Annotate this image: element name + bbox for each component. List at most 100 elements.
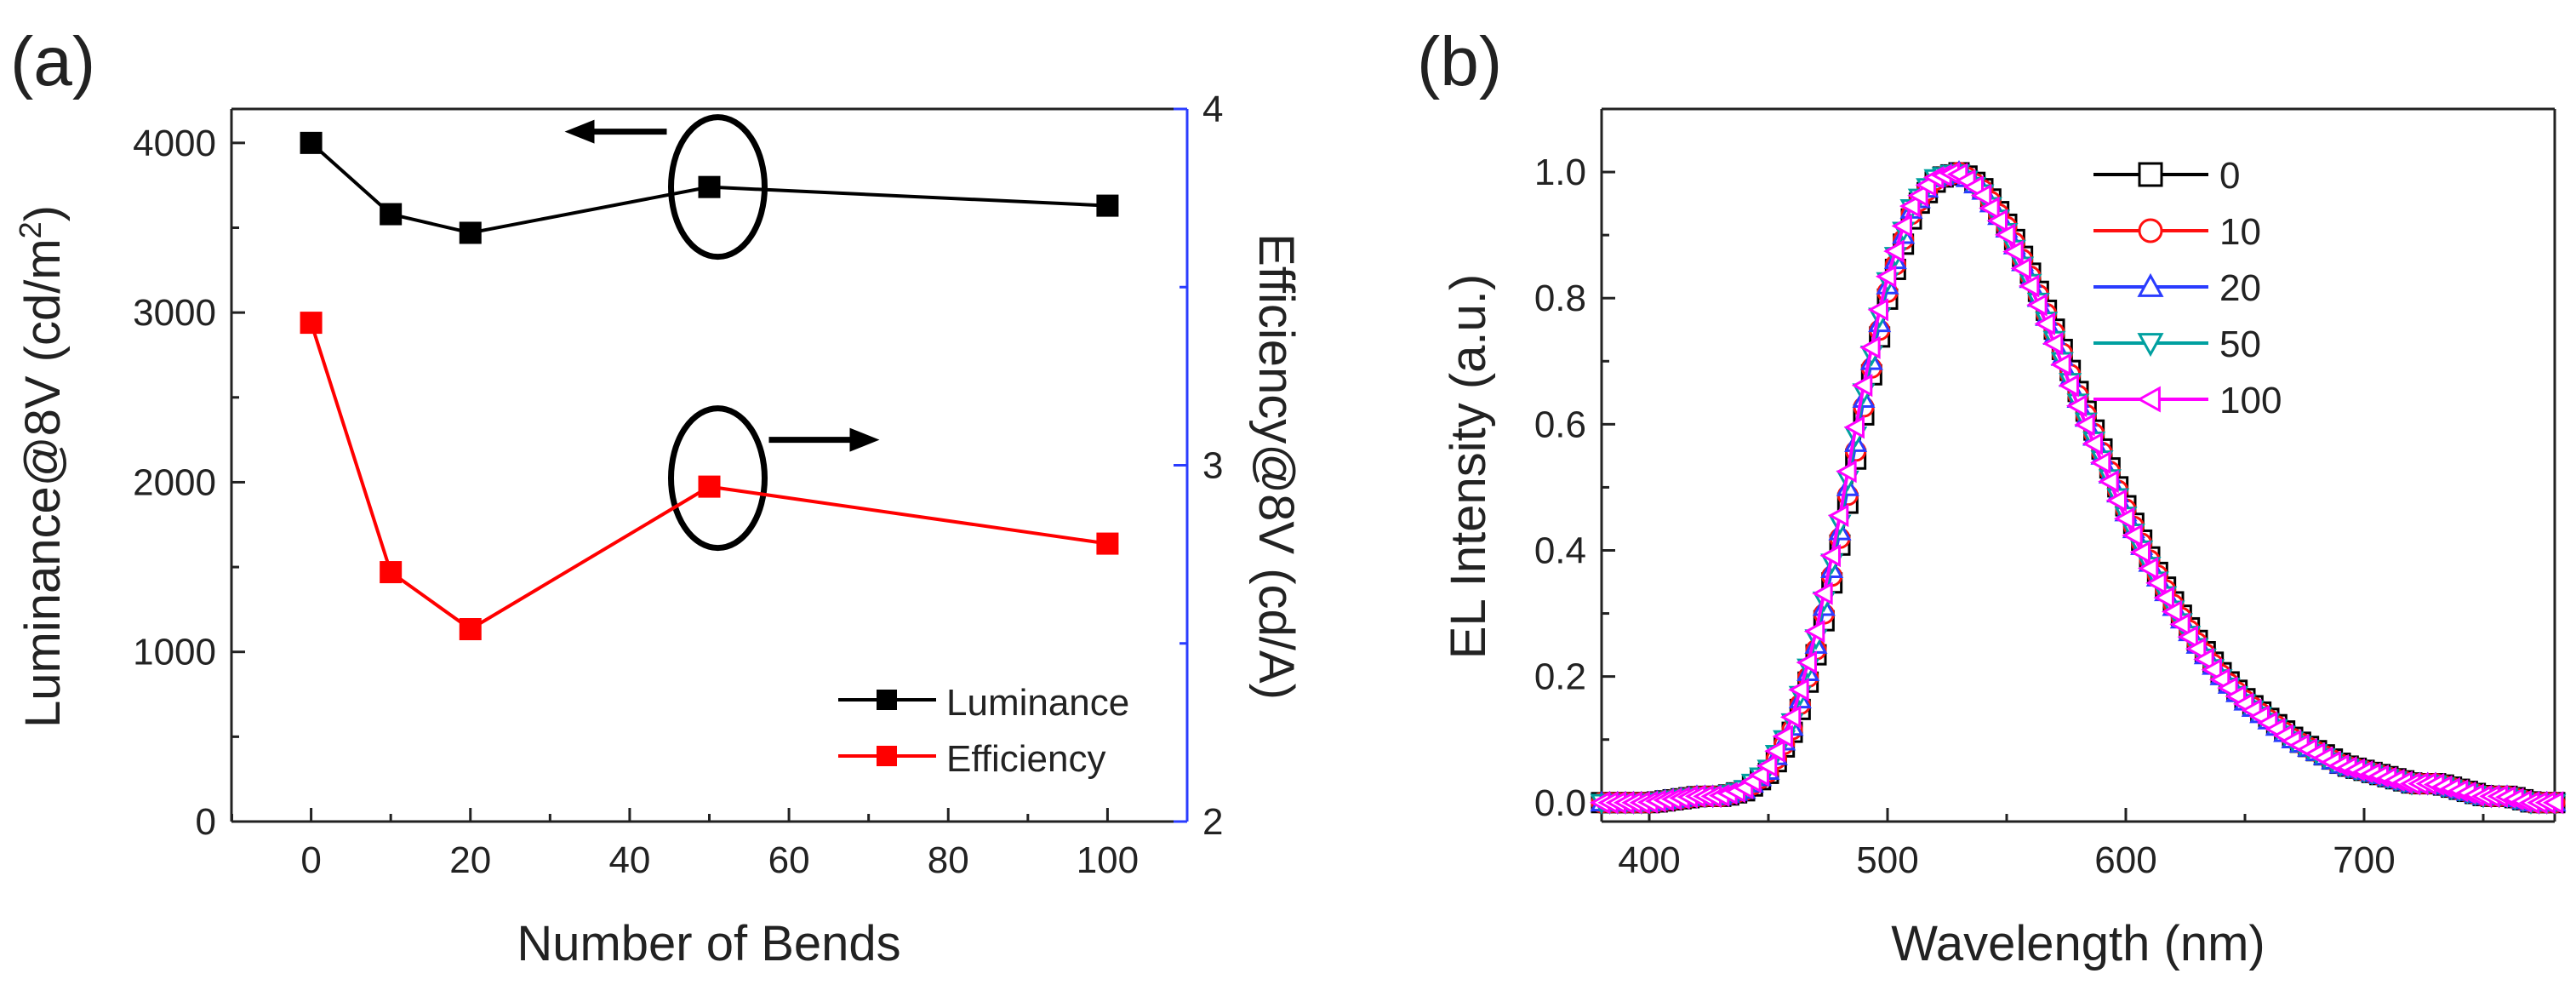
series-20-line: [1602, 169, 2555, 805]
series-100-point: [1836, 460, 1857, 484]
series-100-point: [2050, 352, 2071, 376]
panel-b-y-tick-label: 0.2: [1534, 656, 1586, 698]
series-100-point: [1764, 739, 1785, 763]
series-100-point: [2129, 541, 2150, 564]
panel-b-x-tick-label: 400: [1618, 839, 1680, 881]
legend-20-marker: [2137, 272, 2164, 297]
legend-100-marker: [2136, 386, 2161, 413]
panel-a-x-tick-label: 80: [928, 839, 969, 881]
series-luminance-point: [380, 203, 403, 226]
series-0: [1591, 162, 2566, 814]
panel-b-legend: 0 10 20 50 100: [2093, 155, 2282, 421]
series-100-point: [2145, 571, 2167, 595]
series-100-point: [2089, 450, 2111, 474]
panel-a-x-axis-label: Number of Bends: [517, 916, 900, 971]
annotation-ellipse: [668, 114, 768, 261]
legend-50-label: 50: [2219, 324, 2261, 365]
legend-100-label: 100: [2219, 380, 2282, 421]
legend-10-label: 10: [2219, 211, 2261, 253]
legend-luminance-marker: [877, 690, 897, 710]
panel-a-x-tick-label: 20: [449, 839, 491, 881]
series-100-point: [1788, 678, 1809, 702]
series-luminance: [300, 131, 1119, 244]
series-100-point: [2185, 637, 2207, 661]
series-100-point: [2177, 625, 2198, 649]
series-10-line: [1602, 170, 2555, 805]
panel-a-y-right-tick-label: 4: [1202, 89, 1223, 130]
legend-efficiency-label: Efficiency: [946, 738, 1106, 780]
series-efficiency: [300, 312, 1119, 641]
annotation-ellipse: [668, 405, 768, 552]
series-100-point: [1970, 184, 1992, 208]
series-100-point: [2153, 586, 2174, 610]
series-10: [1591, 162, 2566, 814]
legend-item-luminance: Luminance: [838, 682, 1129, 724]
series-20: [1590, 159, 2567, 812]
series-luminance-point: [698, 175, 721, 198]
series-100-point: [1851, 374, 1873, 398]
panel-a-y-right-axis-label: Efficiency@8V (cd/A): [1248, 233, 1304, 700]
panel-b-y-axis-label: EL Intensity (a.u.): [1441, 274, 1496, 659]
series-100-point: [2010, 256, 2031, 280]
series-100-point: [1748, 763, 1769, 787]
series-100-point: [2161, 599, 2183, 624]
series-100-point: [2074, 413, 2095, 437]
panel-a-annotations: [564, 114, 880, 552]
panel-b-x-axis-label: Wavelength (nm): [1891, 916, 2265, 971]
series-100-point: [2042, 331, 2064, 356]
series-100-point: [1907, 184, 1928, 208]
series-100-point: [1986, 209, 2008, 232]
panel-b-frame: [1600, 107, 2556, 823]
panel-a-y-tick-label: 2000: [133, 461, 216, 503]
series-100-point: [1803, 620, 1825, 644]
panel-b-y-tick-label: 0.8: [1534, 278, 1586, 319]
series-100-point: [1779, 705, 1802, 729]
panel-a-y-tick-label: 1000: [133, 632, 216, 673]
series-100-point: [2026, 293, 2048, 317]
series-100-point: [1756, 753, 1778, 778]
series-efficiency-point: [459, 618, 482, 641]
panel-b-series: [1589, 159, 2567, 815]
series-100-point: [2542, 791, 2564, 815]
series-100-point: [1994, 223, 2016, 247]
legend-efficiency-marker: [877, 746, 897, 766]
legend-item-50: 50: [2093, 324, 2261, 365]
series-100-point: [1875, 265, 1897, 289]
series-efficiency-point: [698, 475, 721, 498]
panel-b: (b) 400 500 600 700 0.00.20.40.60.81.0 Wave…: [1417, 23, 2567, 971]
panel-a-y-tick-label: 3000: [133, 292, 216, 334]
series-100-point: [1891, 214, 1912, 238]
legend-50-marker: [2137, 333, 2164, 358]
series-100-point: [2113, 507, 2135, 530]
panel-b-y-ticks: 0.0 0.2 0.4 0.6 0.8 1.0: [1534, 152, 1615, 824]
series-100-point: [2034, 312, 2055, 335]
series-100-point: [1867, 298, 1888, 322]
series-100-point: [1812, 581, 1833, 605]
series-50-line: [1602, 171, 2555, 805]
annotation-arrowhead-right: [849, 427, 880, 452]
series-100-point: [2098, 470, 2119, 494]
series-100-point: [1859, 335, 1881, 359]
panel-a-y-left-axis-label: Luminance@8V (cd/m2): [13, 205, 71, 728]
legend-item-10: 10: [2093, 211, 2261, 253]
panel-a-x-tick-label: 60: [768, 839, 810, 881]
series-efficiency-point: [1096, 532, 1119, 555]
series-100-point: [1827, 504, 1849, 528]
series-50: [1590, 164, 2567, 815]
panel-b-y-tick-label: 1.0: [1534, 152, 1586, 193]
series-100-point: [2137, 556, 2159, 581]
panel-a-x-ticks: 0 20 40 60 80 100: [231, 808, 1139, 881]
series-100-line: [1602, 171, 2555, 805]
panel-b-y-tick-label: 0.4: [1534, 530, 1586, 571]
legend-0-label: 0: [2219, 155, 2240, 197]
panel-b-x-tick-label: 700: [2333, 839, 2395, 881]
series-0-line: [1602, 170, 2555, 805]
series-100-point: [1843, 415, 1865, 439]
panel-a-y-right-ticks: 2 3 4: [1174, 89, 1223, 843]
series-100-point: [2002, 240, 2024, 264]
panel-b-y-tick-label: 0.6: [1534, 404, 1586, 445]
panel-a-x-tick-label: 0: [300, 839, 321, 881]
annotation-arrowhead-left: [564, 119, 595, 144]
series-100-point: [1899, 194, 1921, 218]
